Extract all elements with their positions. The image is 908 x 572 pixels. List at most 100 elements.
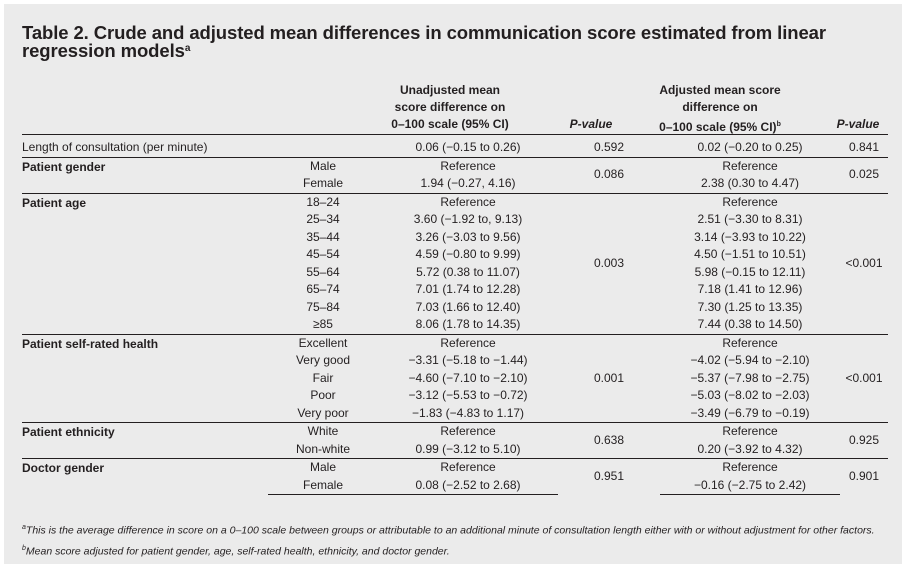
unadjusted-value: Reference <box>378 333 558 352</box>
level-label: 25–34 <box>306 212 340 226</box>
level-label: 55–64 <box>306 264 340 279</box>
pvalue-adjusted: 0.841 <box>848 139 880 154</box>
unadjusted-value: 7.01 (1.74 to 12.28) <box>415 282 521 296</box>
table-row: Doctor gender Male Reference 0.951 Reference… <box>22 458 888 495</box>
level-label: Female <box>268 476 378 495</box>
table-row: 55–64 5.72 (0.38 to 11.07) 5.98 (−0.15 to … <box>22 264 888 282</box>
adjusted-value: −3.49 (−6.79 to −0.19) <box>690 405 810 420</box>
level-label: Very good <box>295 353 351 367</box>
pvalue-adjusted: 0.925 <box>840 422 888 459</box>
header-unadjusted: Unadjusted mean score difference on 0–10… <box>391 83 509 131</box>
adjusted-value: 7.18 (1.41 to 12.96) <box>697 282 803 296</box>
adjusted-value: Reference <box>660 333 840 352</box>
adjusted-value: −5.37 (−7.98 to −2.75) <box>690 370 810 385</box>
adjusted-value: Reference <box>660 458 840 477</box>
adjusted-value: 0.02 (−0.20 to 0.25) <box>697 139 803 154</box>
level-label: Poor <box>310 388 336 402</box>
unadjusted-value: Reference <box>378 422 558 441</box>
level-label: White <box>268 422 378 441</box>
table-row: Fair −4.60 (−7.10 to −2.10) −5.37 (−7.98 t… <box>22 370 888 388</box>
adjusted-value: 2.38 (0.30 to 4.47) <box>700 176 800 190</box>
table-row: Patient ethnicity White Reference 0.638 Refe… <box>22 422 888 459</box>
variable-label: Patient ethnicity <box>22 422 268 459</box>
table-row: 75–84 7.03 (1.66 to 12.40) 7.30 (1.25 to 1… <box>22 299 888 317</box>
adjusted-value: −5.03 (−8.02 to −2.03) <box>690 388 810 402</box>
unadjusted-value: Reference <box>378 192 558 211</box>
level-label: Very poor <box>297 405 349 420</box>
table-row: Female 0.08 (−2.52 to 2.68) −0.16 (−2.75 t… <box>22 476 888 495</box>
level-label: 65–74 <box>306 282 340 296</box>
table-row: 35–44 3.26 (−3.03 to 9.56) 3.14 (−3.93 to … <box>22 229 888 247</box>
table-panel: Table 2. Crude and adjusted mean differe… <box>4 4 902 564</box>
table-row: Patient gender Male Reference 0.086 Referenc… <box>22 156 888 193</box>
level-label: Male <box>268 156 378 175</box>
pvalue-adjusted: <0.001 <box>840 192 888 334</box>
pvalue-adjusted: <0.001 <box>840 333 888 423</box>
unadjusted-value: 0.08 (−2.52 to 2.68) <box>378 476 558 495</box>
unadjusted-value: 3.60 (−1.92 to, 9.13) <box>413 212 523 226</box>
variable-label: Length of consultation (per minute) <box>22 140 208 154</box>
level-label: Fair <box>312 370 334 385</box>
adjusted-value: 2.51 (−3.30 to 8.31) <box>697 212 803 226</box>
table-row: 65–74 7.01 (1.74 to 12.28) 7.18 (1.41 to 1… <box>22 281 888 299</box>
unadjusted-value: −3.31 (−5.18 to −1.44) <box>408 353 528 367</box>
unadjusted-value: Reference <box>378 156 558 175</box>
pvalue-unadjusted: 0.951 <box>558 458 660 495</box>
table-row: Poor −3.12 (−5.53 to −0.72) −5.03 (−8.02 t… <box>22 387 888 405</box>
level-label: 35–44 <box>306 229 340 244</box>
table-row: Patient self-rated health Excellent Refere… <box>22 333 888 423</box>
level-label: 75–84 <box>306 299 340 314</box>
results-table: Length of consultation (per minute) 0.06 … <box>22 138 888 495</box>
unadjusted-value: 0.99 (−3.12 to 5.10) <box>415 441 521 456</box>
unadjusted-value: 7.03 (1.66 to 12.40) <box>415 299 521 314</box>
adjusted-value: 3.14 (−3.93 to 10.22) <box>694 229 806 244</box>
table-row: Length of consultation (per minute) 0.06 … <box>22 138 888 157</box>
adjusted-value: 5.98 (−0.15 to 12.11) <box>694 264 806 279</box>
table-row: 25–34 3.60 (−1.92 to, 9.13) 2.51 (−3.30 to… <box>22 211 888 229</box>
adjusted-value: Reference <box>660 156 840 175</box>
level-label: Male <box>268 458 378 477</box>
unadjusted-value: −4.60 (−7.10 to −2.10) <box>408 370 528 385</box>
variable-label: Patient self-rated health <box>22 333 268 423</box>
pvalue-adjusted: 0.901 <box>840 458 888 495</box>
footnote: aThis is the average difference in score… <box>22 524 875 557</box>
unadjusted-value: 0.06 (−0.15 to 0.26) <box>415 139 521 154</box>
header-adjusted: Adjusted mean score difference on 0–100 … <box>659 83 781 134</box>
variable-label: Patient gender <box>22 156 268 193</box>
unadjusted-value: 1.94 (−0.27, 4.16) <box>420 176 516 190</box>
pvalue-unadjusted: 0.592 <box>593 139 625 154</box>
unadjusted-value: 5.72 (0.38 to 11.07) <box>416 264 520 279</box>
adjusted-value: Reference <box>660 192 840 211</box>
unadjusted-value: −1.83 (−4.83 to 1.17) <box>411 405 525 420</box>
pvalue-unadjusted: 0.086 <box>558 156 660 193</box>
level-label: Non-white <box>295 441 351 456</box>
variable-label: Doctor gender <box>22 458 268 495</box>
level-label: Female <box>302 176 343 190</box>
header-pvalue-unadjusted: P-value <box>569 117 613 131</box>
unadjusted-value: 3.26 (−3.03 to 9.56) <box>415 229 521 244</box>
level-label: ≥85 <box>313 317 333 331</box>
level-label <box>268 138 378 157</box>
variable-label: Patient age <box>22 192 268 334</box>
table-row: Non-white 0.99 (−3.12 to 5.10) 0.20 (−3.92… <box>22 441 888 459</box>
adjusted-value: −0.16 (−2.75 to 2.42) <box>660 476 840 495</box>
header-pvalue-adjusted: P-value <box>836 117 880 131</box>
table-title: Table 2. Crude and adjusted mean differe… <box>22 22 826 61</box>
level-label: 45–54 <box>306 247 340 261</box>
adjusted-value: 0.20 (−3.92 to 4.32) <box>697 441 803 456</box>
pvalue-unadjusted: 0.638 <box>558 422 660 459</box>
unadjusted-value: −3.12 (−5.53 to −0.72) <box>408 388 528 402</box>
level-label: 18–24 <box>268 192 378 211</box>
table-row: Female 1.94 (−0.27, 4.16) 2.38 (0.30 to 4.… <box>22 175 888 193</box>
adjusted-value: Reference <box>660 422 840 441</box>
unadjusted-value: Reference <box>378 458 558 477</box>
table-row: Patient age 18–24 Reference 0.003 Reference <… <box>22 192 888 334</box>
level-label: Excellent <box>268 333 378 352</box>
unadjusted-value: 8.06 (1.78 to 14.35) <box>415 317 521 331</box>
unadjusted-value: 4.59 (−0.80 to 9.99) <box>415 247 521 261</box>
pvalue-unadjusted: 0.001 <box>558 333 660 423</box>
adjusted-value: −4.02 (−5.94 to −2.10) <box>690 353 810 367</box>
adjusted-value: 7.44 (0.38 to 14.50) <box>697 317 803 331</box>
table-row: Very good −3.31 (−5.18 to −1.44) −4.02 (−5… <box>22 352 888 370</box>
table-row: ≥85 8.06 (1.78 to 14.35) 7.44 (0.38 to 14.… <box>22 316 888 334</box>
